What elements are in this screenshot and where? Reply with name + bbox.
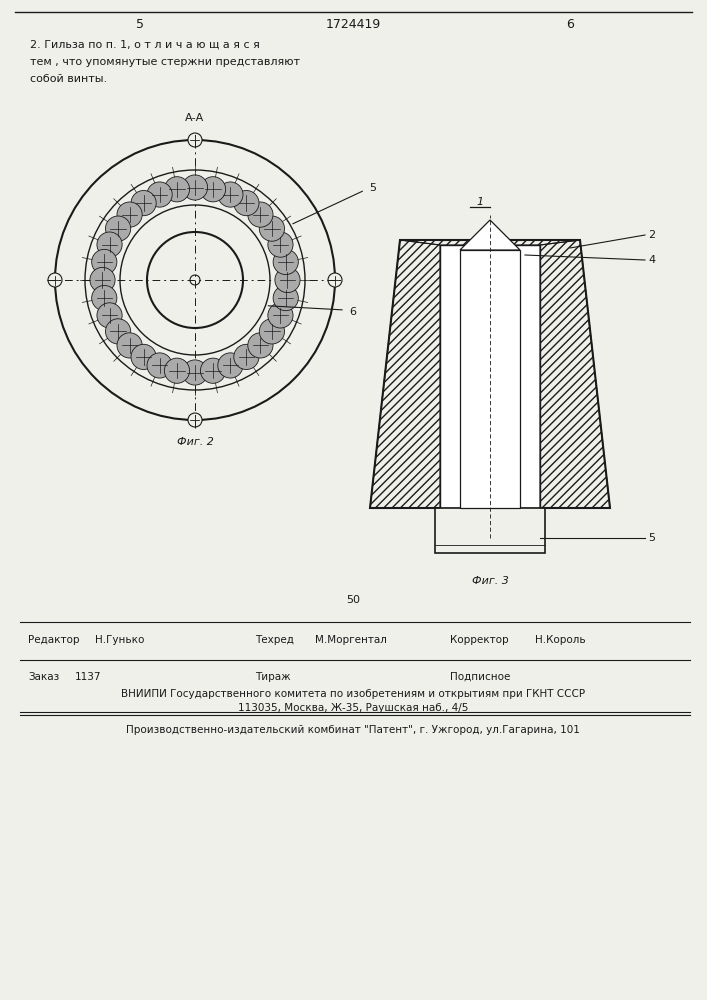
Circle shape bbox=[48, 273, 62, 287]
Text: 1724419: 1724419 bbox=[325, 17, 380, 30]
Text: Редактор: Редактор bbox=[28, 635, 79, 645]
Text: 2: 2 bbox=[648, 230, 655, 240]
Circle shape bbox=[92, 285, 117, 311]
Circle shape bbox=[248, 333, 273, 358]
Text: собой винты.: собой винты. bbox=[30, 74, 107, 84]
Text: ВНИИПИ Государственного комитета по изобретениям и открытиям при ГКНТ СССР: ВНИИПИ Государственного комитета по изоб… bbox=[121, 689, 585, 699]
Text: Подписное: Подписное bbox=[450, 672, 510, 682]
Circle shape bbox=[90, 267, 115, 293]
Circle shape bbox=[164, 358, 189, 383]
Circle shape bbox=[182, 175, 208, 200]
Circle shape bbox=[188, 413, 202, 427]
Circle shape bbox=[97, 303, 122, 328]
Circle shape bbox=[147, 353, 173, 378]
Circle shape bbox=[188, 133, 202, 147]
Text: 50: 50 bbox=[346, 595, 360, 605]
Circle shape bbox=[182, 360, 208, 385]
Text: Тираж: Тираж bbox=[255, 672, 291, 682]
Circle shape bbox=[328, 273, 342, 287]
Text: 5: 5 bbox=[369, 183, 376, 193]
Circle shape bbox=[105, 216, 131, 241]
Text: Фиг. 2: Фиг. 2 bbox=[177, 437, 214, 447]
Polygon shape bbox=[460, 250, 520, 508]
Text: Производственно-издательский комбинат "Патент", г. Ужгород, ул.Гагарина, 101: Производственно-издательский комбинат "П… bbox=[126, 725, 580, 735]
Circle shape bbox=[55, 140, 335, 420]
Text: 5: 5 bbox=[648, 533, 655, 543]
Circle shape bbox=[117, 333, 142, 358]
Text: 6: 6 bbox=[566, 17, 574, 30]
Circle shape bbox=[248, 202, 273, 227]
Text: 4: 4 bbox=[648, 255, 655, 265]
Circle shape bbox=[201, 358, 226, 383]
Circle shape bbox=[92, 249, 117, 275]
Text: А-А: А-А bbox=[185, 113, 204, 123]
Text: 113035, Москва, Ж-35, Раушская наб., 4/5: 113035, Москва, Ж-35, Раушская наб., 4/5 bbox=[238, 703, 468, 713]
Circle shape bbox=[201, 177, 226, 202]
Text: Н.Король: Н.Король bbox=[535, 635, 585, 645]
Circle shape bbox=[131, 344, 156, 370]
Text: 2. Гильза по п. 1, о т л и ч а ю щ а я с я: 2. Гильза по п. 1, о т л и ч а ю щ а я с… bbox=[30, 40, 260, 50]
Polygon shape bbox=[435, 508, 545, 553]
Circle shape bbox=[117, 202, 142, 227]
Circle shape bbox=[105, 319, 131, 344]
Polygon shape bbox=[370, 240, 610, 508]
Text: Фиг. 3: Фиг. 3 bbox=[472, 576, 508, 586]
Circle shape bbox=[234, 344, 259, 370]
Text: 1: 1 bbox=[477, 197, 484, 207]
Circle shape bbox=[164, 177, 189, 202]
Text: 6: 6 bbox=[349, 307, 356, 317]
Text: Корректор: Корректор bbox=[450, 635, 508, 645]
Circle shape bbox=[268, 232, 293, 257]
Text: Техред: Техред bbox=[255, 635, 294, 645]
Circle shape bbox=[273, 285, 298, 311]
Polygon shape bbox=[460, 220, 520, 250]
Circle shape bbox=[275, 267, 300, 293]
Text: Заказ: Заказ bbox=[28, 672, 59, 682]
Circle shape bbox=[234, 190, 259, 216]
Circle shape bbox=[131, 190, 156, 216]
Polygon shape bbox=[440, 245, 540, 508]
Text: тем , что упомянутые стержни представляют: тем , что упомянутые стержни представляю… bbox=[30, 57, 300, 67]
Circle shape bbox=[268, 303, 293, 328]
Circle shape bbox=[259, 319, 284, 344]
Circle shape bbox=[218, 353, 243, 378]
Circle shape bbox=[273, 249, 298, 275]
Circle shape bbox=[259, 216, 284, 241]
Circle shape bbox=[97, 232, 122, 257]
Text: 5: 5 bbox=[136, 17, 144, 30]
Text: Н.Гунько: Н.Гунько bbox=[95, 635, 144, 645]
Circle shape bbox=[218, 182, 243, 207]
Text: М.Моргентал: М.Моргентал bbox=[315, 635, 387, 645]
Circle shape bbox=[147, 182, 173, 207]
Text: 1137: 1137 bbox=[75, 672, 102, 682]
